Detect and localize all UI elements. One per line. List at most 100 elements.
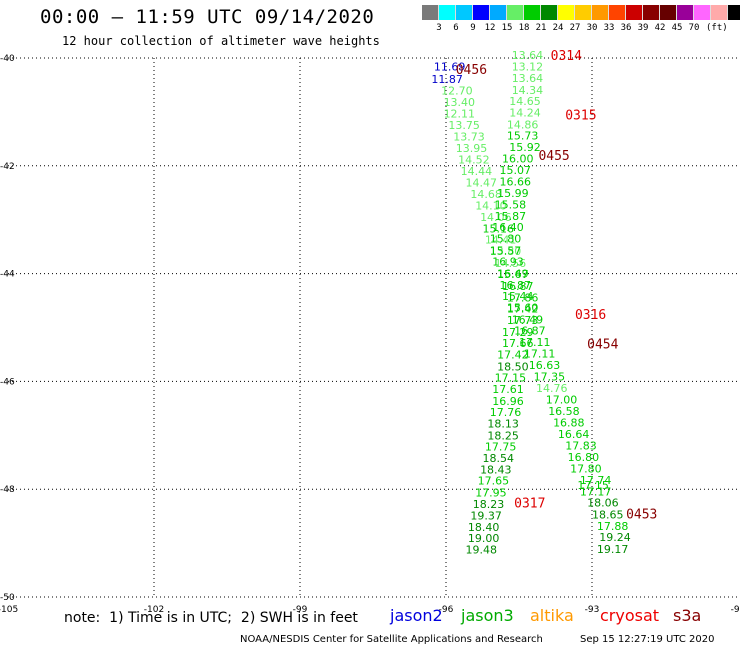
data-point-jason3: 19.48 [465, 544, 497, 557]
scale-label: 18 [518, 23, 530, 33]
time-annotation: 0454 [587, 338, 618, 353]
data-point-cryosat: 13.64 [512, 72, 544, 85]
x-tick-label: -96 [439, 605, 454, 615]
data-point-jason3: 14.68 [470, 188, 502, 201]
scale-label: 12 [484, 23, 496, 33]
credit-text: NOAA/NESDIS Center for Satellite Applica… [240, 634, 543, 645]
data-point-cryosat: 16.80 [568, 451, 600, 464]
scale-label: 45 [671, 23, 683, 33]
data-point-jason3: 17.42 [497, 348, 528, 361]
data-point-cryosat: 16.87 [514, 325, 546, 338]
scale-label: 30 [586, 23, 598, 33]
scale-swatch [694, 5, 711, 20]
scale-label: 27 [569, 23, 581, 33]
data-point-jason3: 17.29 [502, 326, 534, 339]
scale-swatch [643, 5, 660, 20]
data-point-cryosat: 16.87 [500, 279, 532, 292]
y-tick-label: -46 [0, 377, 15, 387]
scale-label: 15 [501, 23, 513, 33]
data-point-cryosat: 17.11 [519, 336, 551, 349]
data-point-cryosat: 14.86 [507, 118, 539, 131]
data-point-cryosat: 18.65 [592, 509, 624, 522]
data-point-cryosat: 19.17 [597, 543, 629, 556]
data-point-jason3: 14.06 [480, 211, 512, 224]
data-point-cryosat: 19.24 [599, 531, 631, 544]
scale-swatch [558, 5, 575, 20]
data-point-cryosat: 17.17 [580, 485, 612, 498]
data-point-cryosat: 17.83 [565, 440, 597, 453]
scale-label: 21 [535, 23, 547, 33]
data-point-cryosat: 17.00 [546, 394, 578, 407]
data-point-jason3: 11.69 [434, 61, 466, 74]
data-point-cryosat: 17.15 [577, 479, 609, 492]
data-point-cryosat: 14.24 [509, 106, 541, 119]
time-annotation: 0316 [575, 308, 606, 323]
data-point-jason3: 18.43 [480, 463, 512, 476]
data-point-jason3: 17.61 [492, 383, 524, 396]
scale-swatch [677, 5, 694, 20]
data-point-cryosat: 13.64 [512, 49, 544, 62]
data-point-cryosat: 17.80 [570, 463, 602, 476]
x-tick-label: -102 [144, 605, 164, 615]
time-annotation: 0315 [565, 109, 596, 124]
data-point-cryosat: 16.64 [558, 428, 590, 441]
time-annotation: 0317 [514, 497, 545, 512]
data-point-jason3: 17.75 [485, 441, 517, 454]
data-point-cryosat: 18.06 [587, 497, 619, 510]
legend-jason3: jason3 [461, 606, 514, 625]
data-point-jason3: 14.52 [458, 153, 490, 166]
scale-swatch [490, 5, 507, 20]
data-point-cryosat: 15.87 [495, 210, 526, 223]
time-annotation: 0455 [538, 149, 569, 164]
data-point-jason3: 17.86 [507, 291, 539, 304]
scale-label: 70 [688, 23, 700, 33]
scale-swatch [524, 5, 541, 20]
y-tick-label: -48 [0, 485, 15, 495]
scale-swatch [541, 5, 558, 20]
data-point-jason3: 16.87 [502, 280, 534, 293]
data-point-jason3: 11.87 [431, 73, 463, 86]
scale-swatch [439, 5, 456, 20]
scale-label: 9 [470, 23, 476, 33]
page-title: 00:00 – 11:59 UTC 09/14/2020 [40, 6, 375, 28]
data-point-jason3: 14.44 [461, 165, 493, 178]
data-point-jason3: 17.95 [475, 486, 507, 499]
x-tick-label: -90 [731, 605, 740, 615]
data-point-cryosat: 16.93 [492, 256, 524, 269]
data-point-cryosat: 15.58 [495, 199, 526, 212]
y-tick-label: -42 [0, 162, 15, 172]
data-point-cryosat: 14.76 [536, 382, 568, 395]
data-point-cryosat: 16.40 [492, 221, 524, 234]
x-tick-label: -105 [0, 605, 18, 615]
scale-label: 24 [552, 23, 564, 33]
time-annotation: 0314 [551, 49, 582, 64]
data-point-jason3: 17.15 [495, 372, 526, 385]
x-tick-label: -99 [293, 605, 308, 615]
data-point-cryosat: 16.88 [553, 416, 585, 429]
data-point-cryosat: 15.92 [509, 141, 541, 154]
data-point-cryosat: 14.65 [509, 95, 541, 108]
y-tick-label: -44 [0, 270, 15, 280]
x-tick-label: -93 [585, 605, 600, 615]
data-point-jason3: 18.25 [487, 429, 519, 442]
data-point-cryosat: 15.80 [490, 233, 522, 246]
legend-cryosat: cryosat [600, 606, 660, 625]
footer-note: note: 1) Time is in UTC; 2) SWH is in fe… [64, 610, 358, 626]
y-tick-label: -40 [0, 54, 15, 64]
scale-swatch [473, 5, 490, 20]
data-point-cryosat: 14.34 [512, 84, 544, 97]
scale-label: 36 [620, 23, 632, 33]
data-point-jason3: 14.47 [465, 177, 497, 190]
data-point-jason3: 13.40 [444, 96, 476, 109]
data-point-cryosat: 17.35 [534, 371, 566, 384]
scale-label: 42 [654, 23, 666, 33]
data-point-jason3: 18.50 [497, 360, 528, 373]
legend-altika: altika [530, 606, 574, 625]
data-point-jason3: 18.23 [473, 498, 505, 511]
data-point-jason3: 13.80 [490, 245, 522, 258]
data-point-jason3: 15.67 [497, 268, 528, 281]
data-point-cryosat: 15.60 [507, 302, 539, 315]
scale-swatch [711, 5, 728, 20]
